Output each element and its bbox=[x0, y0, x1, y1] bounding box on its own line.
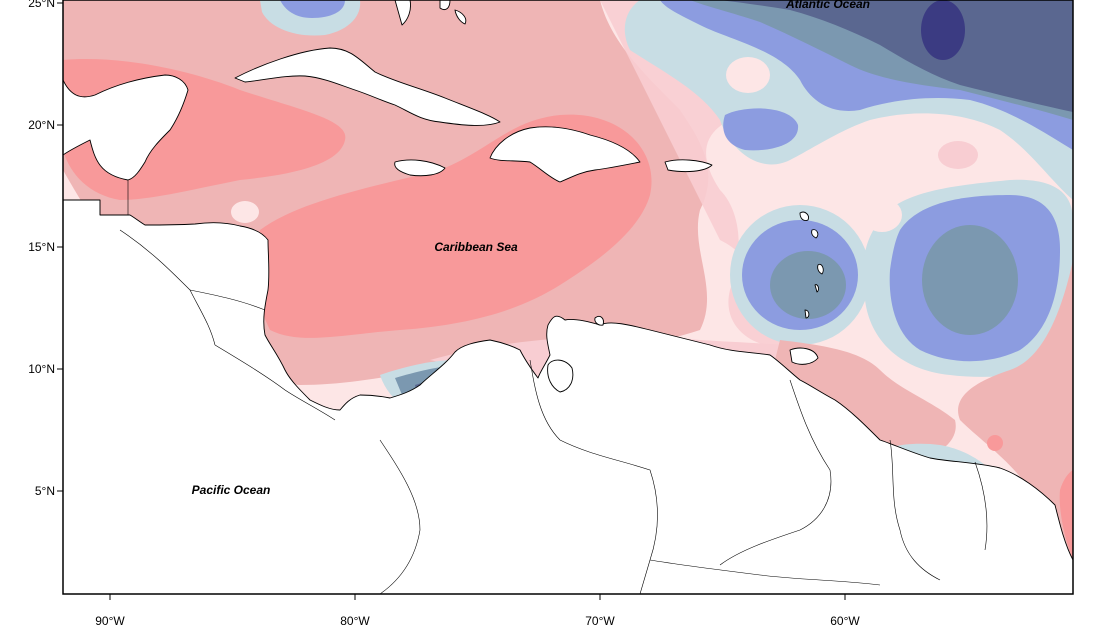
land-puerto-rico bbox=[664, 159, 713, 173]
lon-tick-label-1: 80°W bbox=[340, 614, 370, 628]
anomaly-periwinkle-mid bbox=[723, 108, 799, 151]
anomaly-rose-spot-ne2 bbox=[938, 141, 978, 169]
land-central-south-america bbox=[63, 199, 1073, 594]
lat-tick-label-1: 20°N bbox=[28, 118, 55, 132]
land-masses bbox=[63, 0, 1073, 594]
anomaly-steel-east bbox=[922, 225, 1018, 335]
border-suriname-fg bbox=[974, 461, 988, 551]
land-jamaica bbox=[394, 159, 446, 177]
land-lesser-antilles bbox=[799, 211, 824, 319]
land-abc-islands bbox=[594, 315, 604, 326]
country-borders bbox=[99, 180, 988, 594]
label-pacific-ocean: Pacific Ocean bbox=[192, 483, 271, 497]
anomaly-pink-spot-honduras bbox=[231, 201, 259, 223]
anomaly-rose-guiana bbox=[775, 340, 956, 460]
border-venezuela-brazil bbox=[649, 559, 881, 586]
map-frame bbox=[62, 0, 1074, 595]
longitude-axis: 90°W 80°W 70°W 60°W bbox=[95, 594, 860, 628]
border-mexico-guatemala bbox=[99, 180, 129, 215]
land-trinidad bbox=[789, 347, 819, 365]
border-colombia-ecuador bbox=[379, 439, 421, 594]
border-central-america-1 bbox=[119, 229, 216, 346]
label-caribbean-sea: Caribbean Sea bbox=[434, 240, 518, 254]
latitude-axis: 25°N 20°N 15°N 10°N 5°N bbox=[28, 0, 63, 498]
label-atlantic-ocean: Atlantic Ocean bbox=[785, 0, 870, 11]
land-lake-maracaibo bbox=[547, 359, 574, 393]
anomaly-pink-east-spot bbox=[862, 198, 902, 232]
anomaly-salmon-dot bbox=[987, 435, 1003, 451]
anomaly-pink-spot-ne1 bbox=[726, 57, 770, 93]
border-central-america-2 bbox=[189, 289, 266, 311]
lon-tick-label-0: 90°W bbox=[95, 614, 125, 628]
land-yucatan bbox=[63, 74, 189, 181]
anomaly-salmon-far-east bbox=[1059, 470, 1073, 560]
anomaly-dark-navy-core bbox=[921, 0, 965, 60]
land-cuba bbox=[234, 47, 501, 126]
lat-tick-label-0: 25°N bbox=[28, 0, 55, 10]
anomaly-periwinkle-gulf bbox=[280, 0, 345, 18]
lon-tick-label-3: 60°W bbox=[830, 614, 860, 628]
lat-tick-label-3: 10°N bbox=[28, 362, 55, 376]
border-guyana-suriname bbox=[889, 439, 941, 581]
border-colombia-venezuela bbox=[529, 359, 658, 594]
lat-tick-label-4: 5°N bbox=[35, 484, 55, 498]
anomaly-slate-blue-ne bbox=[720, 0, 1073, 112]
anomaly-steel-antilles bbox=[770, 251, 846, 319]
lat-tick-label-2: 15°N bbox=[28, 240, 55, 254]
lon-tick-label-2: 70°W bbox=[585, 614, 615, 628]
land-hispaniola bbox=[489, 126, 641, 183]
border-central-america-3 bbox=[214, 344, 336, 421]
border-venezuela-guyana bbox=[719, 379, 832, 566]
